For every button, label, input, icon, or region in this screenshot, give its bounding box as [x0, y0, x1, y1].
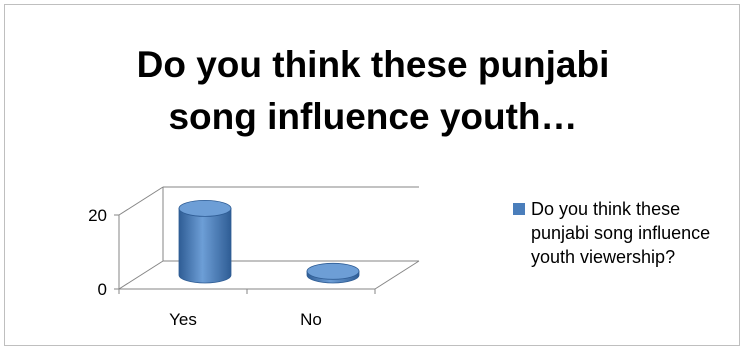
floor-right-edge: [374, 260, 420, 290]
y-tick-label: 20: [88, 206, 107, 225]
bar-top: [306, 262, 360, 280]
gridline-depth: [118, 186, 164, 216]
chart-labels: 0 20 Yes No: [88, 206, 322, 329]
y-tick-label: 0: [98, 280, 107, 299]
chart-frame: Do you think these punjabi song influenc…: [4, 4, 740, 346]
chart-title: Do you think these punjabi song influenc…: [5, 39, 741, 143]
bar-top: [178, 199, 232, 217]
chart-title-line-2: song influence youth…: [168, 96, 578, 137]
chart-plot: 0 20 Yes No: [88, 186, 420, 329]
chart-bars: [178, 199, 360, 284]
legend-label: Do you think these punjabi song influenc…: [531, 199, 711, 267]
x-tick-label: No: [300, 310, 322, 329]
legend-swatch: [513, 203, 525, 215]
bar: [306, 262, 360, 284]
gridline-depth: [118, 260, 164, 290]
chart-title-line-1: Do you think these punjabi: [136, 44, 610, 85]
x-tick-label: Yes: [169, 310, 197, 329]
bar: [178, 199, 232, 284]
bar-body: [178, 208, 232, 284]
chart-axes: [114, 186, 420, 294]
